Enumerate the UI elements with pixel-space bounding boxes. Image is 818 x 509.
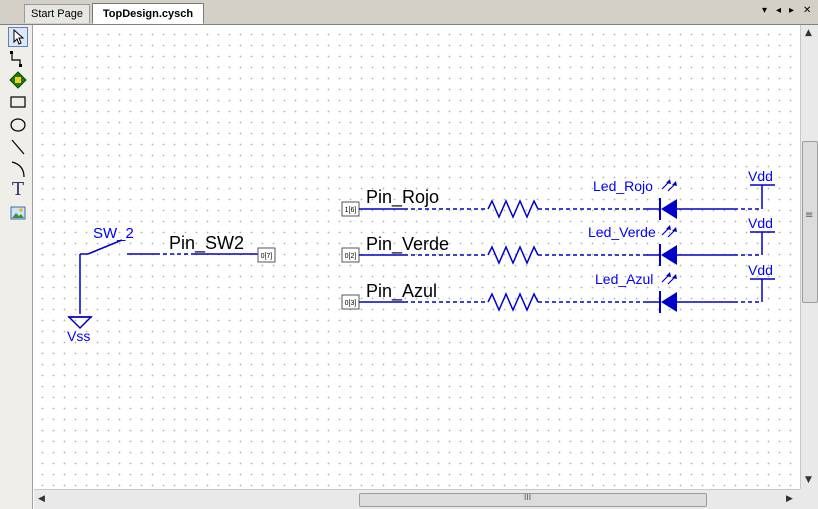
tab-prev-icon[interactable]: ◂ (776, 5, 782, 16)
grip-icon: ≡ (805, 210, 814, 221)
scroll-down-icon[interactable]: ▼ (805, 475, 812, 485)
schematic-canvas[interactable]: SW_2 Vss Pin_SW2 0[7] 1[6] Pin_Rojo (34, 25, 800, 489)
vdd-verde-label: Vdd (748, 215, 773, 231)
pin-sw2-label: Pin_SW2 (169, 233, 244, 254)
scroll-right-icon[interactable]: ▶ (786, 494, 793, 504)
channel-row-verde[interactable]: 0[2] Pin_Verde Led_Verde Vdd (341, 215, 775, 267)
line-tool-icon[interactable] (8, 137, 28, 157)
tab-start-page[interactable]: Start Page (24, 4, 90, 23)
vertical-scrollbar[interactable]: ▲ ≡ ▼ (800, 25, 818, 489)
tab-next-icon[interactable]: ▸ (789, 5, 795, 16)
pin-azul-label: Pin_Azul (366, 281, 437, 302)
scroll-left-icon[interactable]: ◀ (38, 494, 45, 504)
pin-rojo-label: Pin_Rojo (366, 187, 439, 208)
text-tool-icon[interactable]: T (11, 179, 24, 200)
channel-row-azul[interactable]: 0[3] Pin_Azul Led_Azul Vdd (341, 262, 775, 314)
channel-row-rojo[interactable]: 1[6] Pin_Rojo Led_Rojo Vdd (341, 168, 775, 221)
grip-icon: III (524, 493, 532, 502)
arc-tool-icon[interactable] (8, 159, 28, 179)
pin-sw2-id: 0[7] (261, 253, 273, 260)
component-tool-icon[interactable] (8, 70, 28, 90)
led-verde-label: Led_Verde (588, 224, 656, 240)
pointer-tool-icon[interactable] (8, 27, 28, 47)
pin-verde-id: 0[2] (345, 253, 357, 260)
image-tool-icon[interactable] (8, 203, 28, 223)
toolbox: T (0, 25, 33, 509)
vdd-azul-label: Vdd (748, 262, 773, 278)
scroll-corner (800, 489, 818, 509)
ellipse-tool-icon[interactable] (8, 115, 28, 135)
horizontal-scrollbar[interactable]: ◀ III ▶ (34, 489, 800, 509)
pin-azul-id: 0[3] (345, 300, 357, 307)
scroll-up-icon[interactable]: ▲ (805, 28, 812, 38)
switch-sw2[interactable]: SW_2 Vss (67, 225, 156, 344)
led-rojo-label: Led_Rojo (593, 178, 653, 194)
tab-topdesign[interactable]: TopDesign.cysch (92, 3, 204, 24)
wire-tool-icon[interactable] (8, 49, 28, 69)
close-icon[interactable]: ✕ (803, 5, 812, 16)
pin-verde-label: Pin_Verde (366, 234, 449, 255)
vss-label: Vss (67, 328, 90, 344)
tab-bar: Start Page TopDesign.cysch ▾ ◂ ▸ ✕ (0, 0, 818, 25)
pin-rojo-id: 1[6] (345, 207, 357, 214)
tab-menu-icon[interactable]: ▾ (762, 5, 768, 16)
switch-label: SW_2 (93, 225, 134, 242)
vdd-rojo-label: Vdd (748, 168, 773, 184)
vertical-scroll-thumb[interactable]: ≡ (802, 141, 818, 303)
horizontal-scroll-thumb[interactable]: III (359, 493, 707, 507)
rectangle-tool-icon[interactable] (8, 92, 28, 112)
led-azul-label: Led_Azul (595, 271, 653, 287)
